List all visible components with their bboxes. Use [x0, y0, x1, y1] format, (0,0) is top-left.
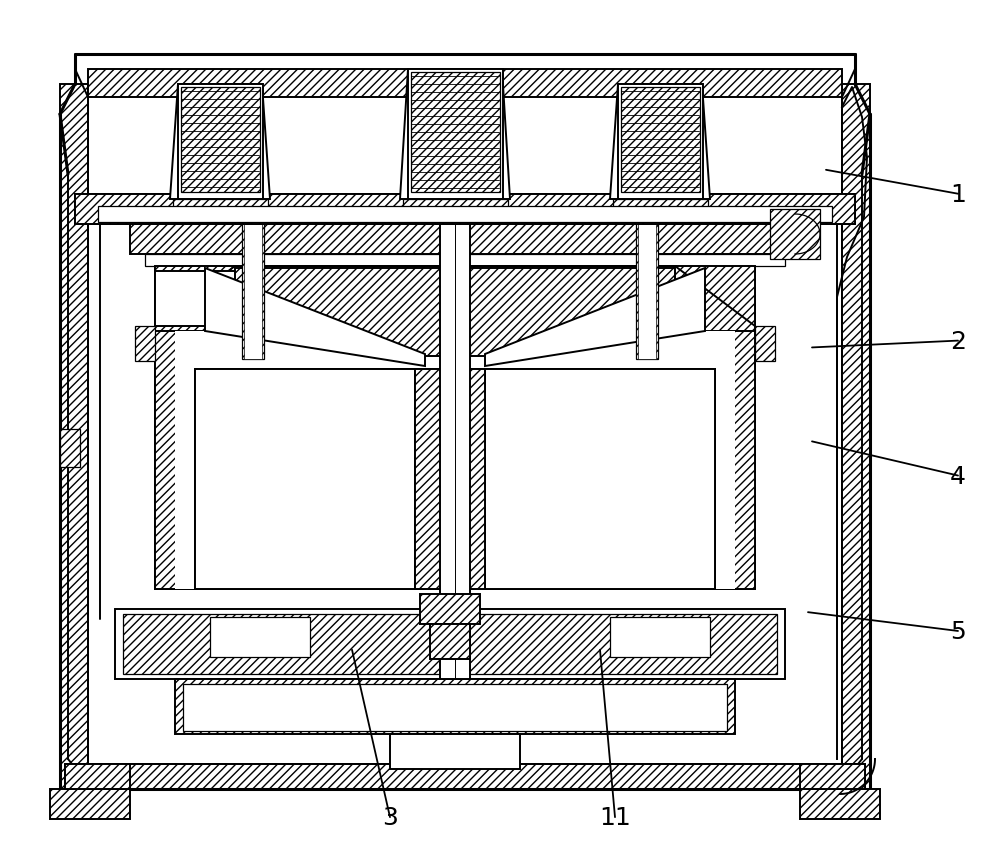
Bar	[155, 332, 755, 589]
Bar	[408, 70, 503, 200]
Polygon shape	[155, 272, 240, 327]
Bar	[183, 684, 727, 731]
Bar	[440, 90, 470, 679]
Bar	[88, 70, 842, 98]
Bar	[842, 85, 870, 789]
Bar	[75, 194, 855, 224]
Text: 11: 11	[599, 805, 631, 829]
Bar	[178, 85, 263, 200]
Bar	[411, 73, 500, 193]
Bar	[613, 200, 708, 212]
Bar	[770, 210, 820, 259]
Bar	[403, 200, 508, 212]
Bar	[130, 220, 800, 255]
Bar	[430, 624, 470, 659]
Bar	[145, 255, 785, 267]
Bar	[415, 369, 485, 589]
Bar	[800, 789, 880, 819]
Bar	[636, 205, 658, 360]
Bar	[638, 205, 656, 360]
Bar	[155, 267, 755, 589]
Bar	[175, 679, 735, 734]
Bar	[50, 789, 130, 819]
Polygon shape	[170, 85, 270, 200]
Polygon shape	[485, 269, 705, 367]
Polygon shape	[400, 70, 510, 200]
Bar	[98, 206, 832, 223]
Bar	[195, 369, 715, 589]
Bar	[618, 85, 703, 200]
Bar	[173, 200, 268, 212]
Polygon shape	[610, 85, 710, 200]
Bar	[415, 369, 485, 589]
Bar	[195, 369, 715, 589]
Polygon shape	[205, 269, 425, 367]
Bar	[65, 764, 130, 789]
Bar	[242, 205, 264, 360]
Bar	[800, 764, 865, 789]
Bar	[181, 88, 260, 193]
Bar	[390, 734, 520, 769]
Text: 4: 4	[950, 464, 966, 488]
Bar	[755, 327, 775, 362]
Bar	[60, 430, 80, 467]
Text: 1: 1	[950, 183, 966, 206]
Bar	[123, 614, 777, 674]
Text: 3: 3	[382, 805, 398, 829]
Bar	[65, 764, 865, 789]
Text: 5: 5	[950, 619, 966, 643]
Bar	[75, 194, 855, 224]
Polygon shape	[155, 267, 755, 327]
Bar	[621, 88, 700, 193]
Bar	[244, 205, 262, 360]
Bar	[60, 85, 88, 789]
Bar	[135, 327, 155, 362]
Polygon shape	[235, 269, 675, 357]
Bar	[210, 618, 310, 657]
Bar	[115, 609, 785, 679]
Bar	[420, 595, 480, 624]
Bar	[610, 618, 710, 657]
Bar	[175, 332, 735, 589]
Text: 2: 2	[950, 329, 966, 353]
